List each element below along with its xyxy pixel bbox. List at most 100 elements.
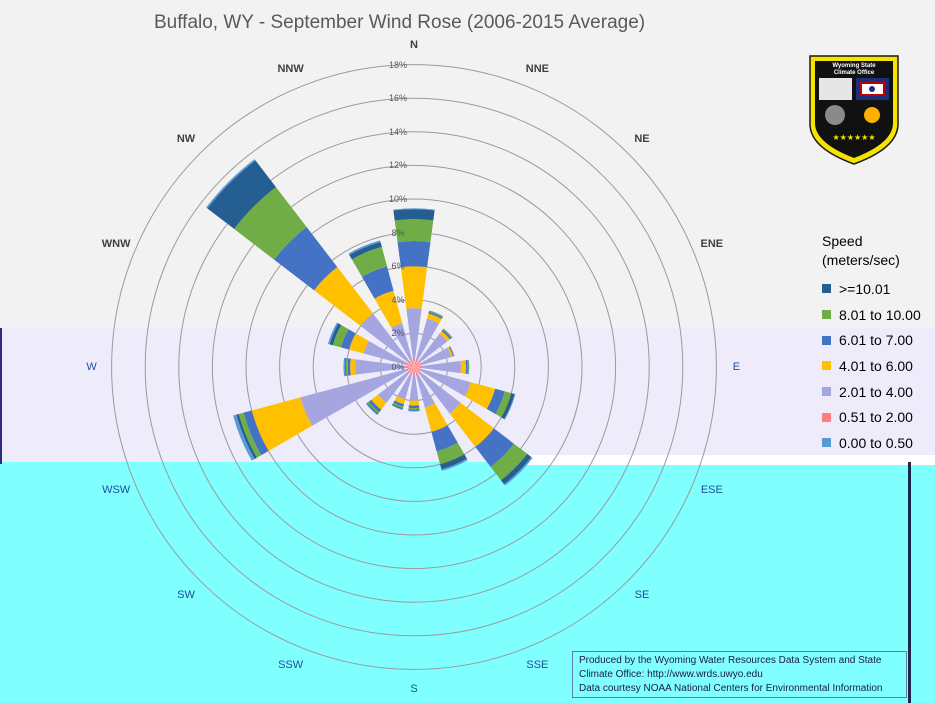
petal-NW-2-01-to-4-00 [360,313,409,362]
direction-label-nne: NNE [525,63,549,76]
petal-SSE-0-00-to-0-50 [441,458,468,471]
petals-group [206,159,533,486]
direction-label-n: N [410,38,418,51]
petal-SSE-0-51-to-2-00 [414,367,419,376]
direction-label-ssw: SSW [278,658,304,671]
petal-SW-2-01-to-4-00 [378,372,409,403]
petal-N-0-00-to-0-50 [393,208,435,211]
petal-ESE-8-01-to-10-00 [495,391,512,418]
ring-12 [211,164,617,570]
legend-item: 0.00 to 0.50 [822,430,932,456]
petal-N-6-01-to-7-00 [397,241,431,268]
legend-label: 4.01 to 6.00 [839,357,913,374]
petal-S-0-00-to-0-50 [408,410,420,412]
petal-ESE-0-00-to-0-50 [504,393,516,420]
credit-line3: Data courtesy NOAA National Centers for … [579,683,883,694]
petal-SSE-8-01-to-10-00 [436,442,465,465]
petal-ENE-0-00-to-0-50 [450,346,455,357]
petal-SSW-2-01-to-4-00 [397,374,412,400]
legend: Speed (meters/sec) >=10.01 8.01 to 10.00… [822,232,932,456]
petal-S--10-01 [408,409,420,411]
petal-NNW-6-01-to-7-00 [361,266,394,299]
direction-label-e: E [732,361,741,373]
petal-ENE-8-01-to-10-00 [449,346,455,357]
legend-item: 0.51 to 2.00 [822,404,932,430]
ring-10 [245,198,583,536]
petal-W--10-01 [345,358,347,376]
ring-label-10: 10% [388,194,408,204]
direction-label-ese: ESE [700,484,723,497]
petal-ESE-6-01-to-7-00 [486,388,505,415]
ring-label-6: 6% [391,261,405,272]
petal-ENE-6-01-to-7-00 [448,346,454,357]
petal-SE-0-00-to-0-50 [503,456,533,486]
petal-SW-6-01-to-7-00 [368,399,382,413]
petal-S-0-51-to-2-00 [412,367,416,376]
legend-item: 4.01 to 6.00 [822,353,932,379]
legend-item: 6.01 to 7.00 [822,327,932,353]
direction-label-wnw: WNW [101,237,131,250]
petal-ENE--10-01 [449,346,455,357]
credit-line1: Produced by the Wyoming Water Resources … [579,655,882,666]
legend-swatch [822,335,831,345]
credit-box: Produced by the Wyoming Water Resources … [572,651,907,698]
petal-NE-6-01-to-7-00 [441,329,452,340]
petal-SSW-0-51-to-2-00 [409,367,414,376]
direction-label-nw: NW [176,133,196,146]
legend-title-line1: Speed [822,233,863,249]
petal-SSE-2-01-to-4-00 [416,374,435,408]
petal-WSW--10-01 [236,413,257,459]
petal-NNE-6-01-to-7-00 [428,311,443,319]
petal-W-4-01-to-6-00 [350,358,356,376]
petal-NNW-4-01-to-6-00 [374,290,403,328]
petal-NW-8-01-to-10-00 [234,187,307,260]
legend-label: 2.01 to 4.00 [839,383,913,400]
ring-label-2: 2% [391,328,405,339]
petal-SSE-4-01-to-6-00 [424,403,448,432]
direction-label-se: SE [634,588,650,601]
legend-swatch [822,387,831,397]
petal-N-8-01-to-10-00 [394,219,434,243]
petal-S-4-01-to-6-00 [408,400,420,406]
petal-SW-8-01-to-10-00 [367,401,380,414]
petal-SSW-8-01-to-10-00 [392,402,404,409]
ring-16 [144,97,684,637]
petal-SE-2-01-to-4-00 [419,372,461,414]
background-white-strip [510,455,935,465]
credit-line2: Climate Office: http://www.wrds.uwyo.edu [579,669,763,680]
legend-swatch [822,412,831,422]
legend-label: >=10.01 [839,280,891,297]
petal-N-4-01-to-6-00 [400,266,428,309]
petal-SW-0-00-to-0-50 [366,403,378,415]
petal-E-2-01-to-4-00 [422,360,462,374]
petal-E-0-51-to-2-00 [414,365,423,369]
petal-NNW-0-51-to-2-00 [409,358,414,367]
petal-NW--10-01 [207,160,276,229]
petal-WNW-2-01-to-4-00 [363,340,407,365]
petal-WNW-0-00-to-0-50 [327,322,339,345]
legend-swatch [822,361,831,371]
petal-WNW-4-01-to-6-00 [349,333,369,354]
direction-label-ene: ENE [700,237,724,250]
petal-NW-0-00-to-0-50 [206,159,256,209]
petal-NNE-8-01-to-10-00 [428,311,443,318]
petal-NE-8-01-to-10-00 [442,329,452,339]
petal-W-0-00-to-0-50 [343,357,346,377]
petal-ESE-4-01-to-6-00 [464,382,496,409]
petal-WSW-8-01-to-10-00 [238,412,262,458]
ring-14 [178,131,650,603]
petal-SSW-6-01-to-7-00 [393,400,404,407]
right-edge-line [908,462,911,703]
petal-NE-0-51-to-2-00 [414,360,421,367]
petal-E-4-01-to-6-00 [460,360,467,374]
badge-stars: ★★★★★★ [832,133,875,142]
petal-WSW-6-01-to-7-00 [243,410,269,456]
direction-label-ne: NE [634,133,650,146]
petal-SW--10-01 [366,402,379,415]
badge-line2: Climate Office [834,70,875,76]
petal-E-0-00-to-0-50 [468,359,470,375]
legend-item: 8.01 to 10.00 [822,302,932,328]
legend-title: Speed (meters/sec) [822,232,932,270]
climate-office-badge: Wyoming State Climate Office ★★★★★★ [809,55,899,165]
